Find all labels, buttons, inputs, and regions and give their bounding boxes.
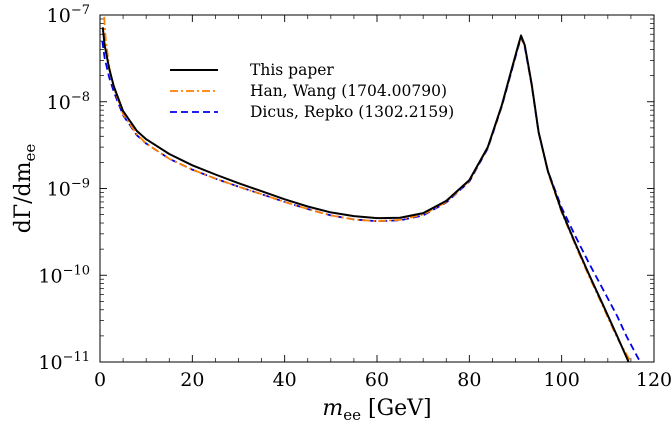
x-tick-label: 80 xyxy=(457,369,481,391)
x-tick-label: 100 xyxy=(544,369,580,391)
x-tick-label: 60 xyxy=(365,369,389,391)
x-tick-label: 20 xyxy=(180,369,204,391)
series-lines xyxy=(101,16,641,362)
series-line-dicus-repko-1302-2159 xyxy=(101,36,641,362)
series-line-han-wang-1704-00790 xyxy=(103,16,632,362)
y-axis-label: dΓ/dmee xyxy=(11,144,39,234)
y-tick-label: 10−7 xyxy=(47,3,90,27)
x-tick-label: 40 xyxy=(273,369,297,391)
legend: This paper Han, Wang (1704.00790) Dicus, R… xyxy=(170,61,454,121)
y-tick-label: 10−9 xyxy=(47,177,90,201)
y-tick-label: 10−8 xyxy=(47,90,90,114)
axes: 0 20 40 60 80 100 120 10−11 10−10 10−9 10−8 10−7 xyxy=(38,3,672,391)
y-tick-label: 10−11 xyxy=(38,350,90,374)
x-tick-label: 0 xyxy=(94,369,106,391)
legend-entry: This paper xyxy=(250,61,334,79)
series-line-this-paper xyxy=(101,27,630,362)
plot-frame xyxy=(99,14,655,363)
axis-labels: mee [GeV] dΓ/dmee xyxy=(11,144,432,424)
x-tick-label: 120 xyxy=(636,369,672,391)
y-tick-label: 10−10 xyxy=(38,263,90,287)
legend-entry: Dicus, Repko (1302.2159) xyxy=(250,103,454,121)
x-axis-label: mee [GeV] xyxy=(322,396,431,424)
legend-entry: Han, Wang (1704.00790) xyxy=(250,82,447,100)
